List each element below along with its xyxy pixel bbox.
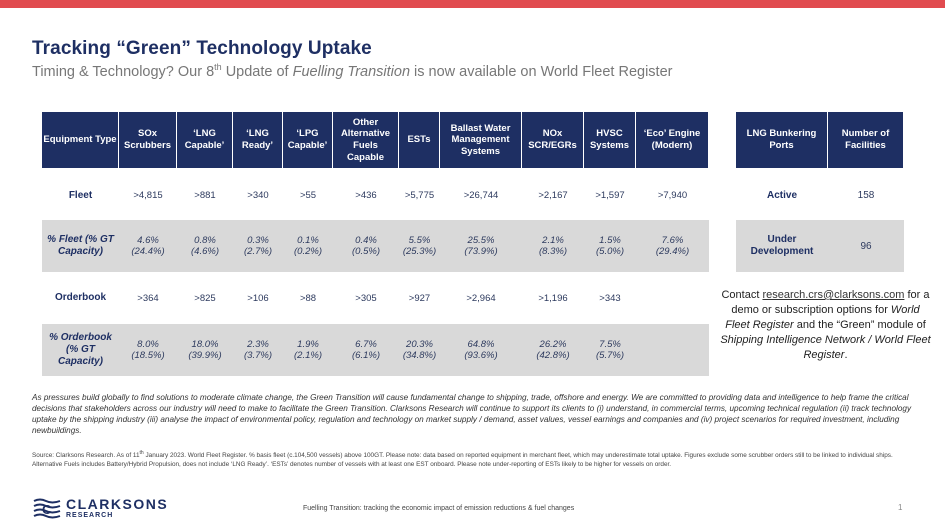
table-cell: 7.5% (5.7%) <box>584 324 636 376</box>
row-label: Orderbook <box>42 272 119 324</box>
table-cell: 0.4% (0.5%) <box>333 220 399 272</box>
table-cell: >364 <box>119 272 177 324</box>
side-row-label: Under Development <box>736 220 828 272</box>
table-cell: >5,775 <box>399 168 440 220</box>
table-cell: >2,964 <box>440 272 522 324</box>
page-subtitle: Timing & Technology? Our 8th Update of F… <box>32 62 673 80</box>
page-title: Tracking “Green” Technology Uptake <box>32 38 372 59</box>
table-cell: 4.6% (24.4%) <box>119 220 177 272</box>
table-row-orderbook: Orderbook >364 >825 >106 >88 >305 >927 >2,964 >1… <box>42 272 709 324</box>
column-header: ESTs <box>399 112 440 168</box>
logo-name: CLARKSONS <box>66 496 169 512</box>
side-header-row: LNG Bunkering Ports Number of Facilities <box>736 112 904 168</box>
side-row-active: Active 158 <box>736 168 904 220</box>
contact-email-link[interactable]: research.crs@clarksons.com <box>762 289 905 301</box>
table-cell: 2.1% (8.3%) <box>522 220 584 272</box>
column-header: SOx Scrubbers <box>119 112 177 168</box>
top-accent-bar <box>0 0 945 8</box>
table-cell: >340 <box>233 168 283 220</box>
row-label: % Fleet (% GT Capacity) <box>42 220 119 272</box>
table-cell: >106 <box>233 272 283 324</box>
row-label: % Orderbook (% GT Capacity) <box>42 324 119 376</box>
source-note: Source: Clarksons Research. As of 11th J… <box>32 450 893 469</box>
svg-text:C: C <box>42 502 52 517</box>
column-header: Equipment Type <box>42 112 119 168</box>
table-cell: >1,597 <box>584 168 636 220</box>
table-cell: 26.2% (42.8%) <box>522 324 584 376</box>
column-header: ‘LPG Capable’ <box>283 112 333 168</box>
table-cell <box>636 272 709 324</box>
column-header: ‘LNG Ready’ <box>233 112 283 168</box>
green-technology-table: Equipment Type SOx Scrubbers ‘LNG Capable’… <box>42 112 709 376</box>
table-cell: 0.3% (2.7%) <box>233 220 283 272</box>
table-cell: 0.1% (0.2%) <box>283 220 333 272</box>
table-cell: >7,940 <box>636 168 709 220</box>
table-cell: >55 <box>283 168 333 220</box>
table-cell: 1.9% (2.1%) <box>283 324 333 376</box>
clarksons-logo: C CLARKSONS RESEARCH <box>32 497 168 519</box>
table-cell: >2,167 <box>522 168 584 220</box>
table-cell: 8.0% (18.5%) <box>119 324 177 376</box>
table-cell: >927 <box>399 272 440 324</box>
table-cell: 18.0% (39.9%) <box>177 324 233 376</box>
table-row-pct-orderbook: % Orderbook (% GT Capacity) 8.0% (18.5%) 18… <box>42 324 709 376</box>
table-cell: 5.5% (25.3%) <box>399 220 440 272</box>
table-cell: >88 <box>283 272 333 324</box>
contact-note: Contact research.crs@clarksons.com for a… <box>720 289 931 361</box>
column-header: Other Alternative Fuels Capable <box>333 112 399 168</box>
table-cell: 64.8% (93.6%) <box>440 324 522 376</box>
page-number: 1 <box>898 503 903 512</box>
footer-caption: Fuelling Transition: tracking the econom… <box>303 505 575 512</box>
side-header-ports: LNG Bunkering Ports <box>736 112 828 168</box>
table-cell: 1.5% (5.0%) <box>584 220 636 272</box>
table-cell: >825 <box>177 272 233 324</box>
table-cell: 25.5% (73.9%) <box>440 220 522 272</box>
table-header-row: Equipment Type SOx Scrubbers ‘LNG Capable’… <box>42 112 709 168</box>
table-cell: 7.6% (29.4%) <box>636 220 709 272</box>
table-cell: >343 <box>584 272 636 324</box>
row-label: Fleet <box>42 168 119 220</box>
column-header: ‘LNG Capable’ <box>177 112 233 168</box>
table-cell: >1,196 <box>522 272 584 324</box>
column-header: Ballast Water Management Systems <box>440 112 522 168</box>
table-cell: >881 <box>177 168 233 220</box>
column-header: HVSC Systems <box>584 112 636 168</box>
table-cell: 20.3% (34.8%) <box>399 324 440 376</box>
lng-bunkering-table: LNG Bunkering Ports Number of Facilities… <box>736 112 904 272</box>
side-row-label: Active <box>736 168 828 220</box>
side-row-value: 96 <box>828 220 904 272</box>
table-cell: >436 <box>333 168 399 220</box>
table-cell: >26,744 <box>440 168 522 220</box>
table-cell: 0.8% (4.6%) <box>177 220 233 272</box>
table-row-pct-fleet: % Fleet (% GT Capacity) 4.6% (24.4%) 0.8% (4… <box>42 220 709 272</box>
clarksons-logo-icon: C <box>32 497 62 519</box>
table-cell: 6.7% (6.1%) <box>333 324 399 376</box>
table-cell: >305 <box>333 272 399 324</box>
green-transition-paragraph: As pressures build globally to find solu… <box>32 393 912 435</box>
column-header: NOx SCR/EGRs <box>522 112 584 168</box>
table-row-fleet: Fleet >4,815 >881 >340 >55 >436 >5,775 >26,744 >… <box>42 168 709 220</box>
side-row-under-development: Under Development 96 <box>736 220 904 272</box>
table-cell <box>636 324 709 376</box>
table-cell: >4,815 <box>119 168 177 220</box>
side-row-value: 158 <box>828 168 904 220</box>
column-header: ‘Eco’ Engine (Modern) <box>636 112 709 168</box>
side-header-facilities: Number of Facilities <box>828 112 904 168</box>
logo-sub: RESEARCH <box>66 512 114 519</box>
table-cell: 2.3% (3.7%) <box>233 324 283 376</box>
